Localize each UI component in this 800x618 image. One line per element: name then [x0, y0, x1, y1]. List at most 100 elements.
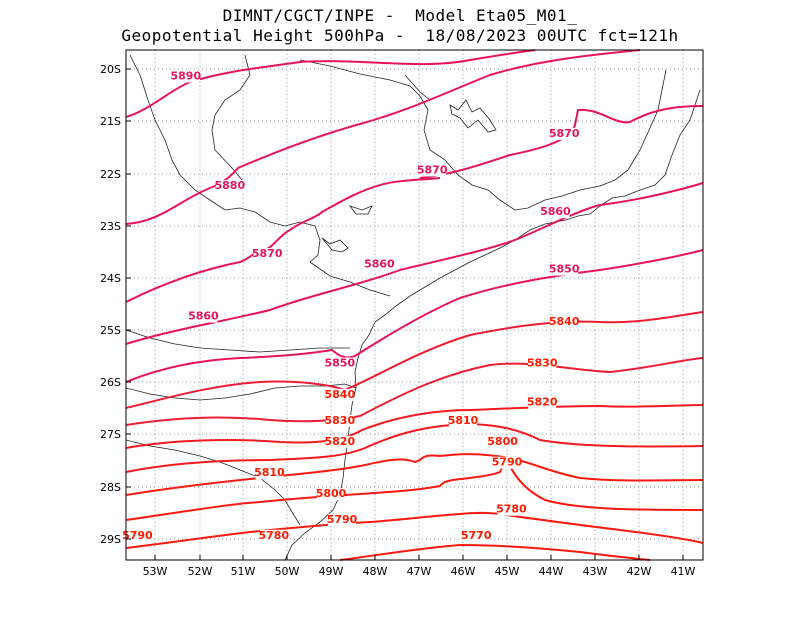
- contour-label-bg: [418, 164, 447, 177]
- river: [449, 99, 497, 133]
- contour-label-bg: [541, 206, 570, 219]
- contour-label: 5870: [252, 247, 283, 260]
- lon-label: 50W: [275, 565, 300, 578]
- lon-label: 46W: [451, 565, 476, 578]
- contour-label: 5770: [461, 529, 492, 542]
- contour-5880: [125, 49, 641, 225]
- contour-label: 5840: [549, 315, 580, 328]
- coastline-borders: [125, 54, 701, 561]
- contour-5870a: [419, 105, 704, 179]
- state-border: [404, 74, 431, 101]
- contour-label: 5870: [417, 163, 448, 176]
- lon-label: 41W: [671, 565, 696, 578]
- state-border: [309, 261, 391, 297]
- contour-label: 5810: [448, 414, 479, 427]
- contour-5780: [125, 511, 704, 549]
- lat-label: 21S: [100, 115, 121, 128]
- contour-5790: [125, 464, 704, 521]
- map-title-line2: Geopotential Height 500hPa - 18/08/2023 …: [121, 26, 679, 45]
- contour-label: 5790: [492, 456, 523, 469]
- lat-label: 20S: [100, 63, 121, 76]
- contour-label-bg: [255, 467, 284, 480]
- contour-label: 5850: [549, 263, 580, 276]
- lat-label: 25S: [100, 324, 121, 337]
- contour-5840: [125, 311, 704, 409]
- contour-label: 5800: [316, 487, 347, 500]
- lon-label: 43W: [583, 565, 608, 578]
- lon-label: 49W: [319, 565, 344, 578]
- lon-label: 51W: [231, 565, 256, 578]
- contour-label-bg: [550, 127, 579, 140]
- contour-label-bg: [215, 180, 244, 193]
- state-border: [299, 59, 667, 211]
- contour-5810: [125, 422, 704, 473]
- contour-label: 5830: [527, 357, 558, 370]
- contour-label: 5890: [170, 69, 201, 82]
- contour-label-bg: [325, 435, 354, 448]
- contour-5820: [125, 404, 704, 449]
- lat-label: 29S: [100, 533, 121, 546]
- contour-label: 5840: [324, 388, 355, 401]
- state-border: [129, 54, 321, 263]
- contour-label: 5860: [364, 257, 395, 270]
- state-border: [125, 383, 357, 401]
- contour-label-bg: [449, 414, 477, 427]
- contour-label-bg: [171, 70, 200, 83]
- contour-label: 5830: [324, 414, 355, 427]
- contour-label: 5780: [258, 529, 289, 542]
- lon-axis-labels: 53W 52W 51W 50W 49W 48W 47W 46W 45W 44W …: [143, 565, 696, 578]
- lat-label: 26S: [100, 376, 121, 389]
- contour-label: 5790: [122, 529, 153, 542]
- contour-label: 5880: [214, 179, 245, 192]
- map-frame: [125, 49, 704, 561]
- contour-label-bg: [528, 357, 557, 370]
- coastline: [284, 89, 701, 561]
- contour-label-bg: [493, 456, 521, 469]
- lon-label: 48W: [363, 565, 388, 578]
- lon-label: 47W: [407, 565, 432, 578]
- contour-label: 5820: [527, 396, 558, 409]
- contour-label: 5860: [188, 310, 219, 323]
- river: [321, 237, 349, 253]
- contour-label: 5860: [540, 205, 571, 218]
- contour-label: 5850: [324, 357, 355, 370]
- map-title-line1: DIMNT/CGCT/INPE - Model Eta05_M01_: [222, 6, 578, 25]
- contour-label: 5810: [254, 466, 285, 479]
- contour-label-bg: [550, 315, 579, 328]
- lon-label: 45W: [495, 565, 520, 578]
- lon-label: 42W: [627, 565, 652, 578]
- contour-label-bg: [488, 435, 517, 448]
- contour-label-bg: [189, 310, 218, 323]
- contour-label-bg: [550, 263, 579, 276]
- contour-label-bg: [325, 388, 354, 401]
- lon-label: 52W: [188, 565, 213, 578]
- contour-label-bg: [528, 396, 557, 409]
- lat-label: 27S: [100, 428, 121, 441]
- lon-label: 53W: [143, 565, 168, 578]
- contour-5830: [125, 357, 704, 426]
- contour-5850: [125, 249, 704, 383]
- contour-5870b: [125, 177, 441, 303]
- contour-5860: [125, 182, 704, 345]
- contour-label: 5870: [549, 127, 580, 140]
- contour-label: 5780: [496, 503, 527, 516]
- lon-label: 44W: [539, 565, 564, 578]
- lat-label: 24S: [100, 272, 121, 285]
- contour-label-bg: [325, 357, 354, 370]
- contour-labels: 5890 5870 5880 5870 5860 5870 5860 5850 5860 5840…: [122, 69, 580, 542]
- contour-label-bg: [462, 529, 491, 542]
- contour-label-bg: [497, 503, 526, 516]
- state-border: [211, 54, 251, 181]
- contour-label-bg: [365, 258, 394, 271]
- tick-marks: [126, 68, 684, 560]
- lat-axis-labels: 20S 21S 22S 23S 24S 25S 26S 27S 28S 29S: [100, 63, 121, 546]
- contour-5770: [339, 543, 651, 561]
- state-border: [125, 329, 350, 353]
- lat-label: 28S: [100, 481, 121, 494]
- contour-label: 5820: [324, 435, 355, 448]
- contour-label-bg: [328, 514, 356, 527]
- lat-label: 22S: [100, 168, 121, 181]
- contour-label-bg: [259, 529, 288, 542]
- contour-label-bg: [317, 488, 345, 501]
